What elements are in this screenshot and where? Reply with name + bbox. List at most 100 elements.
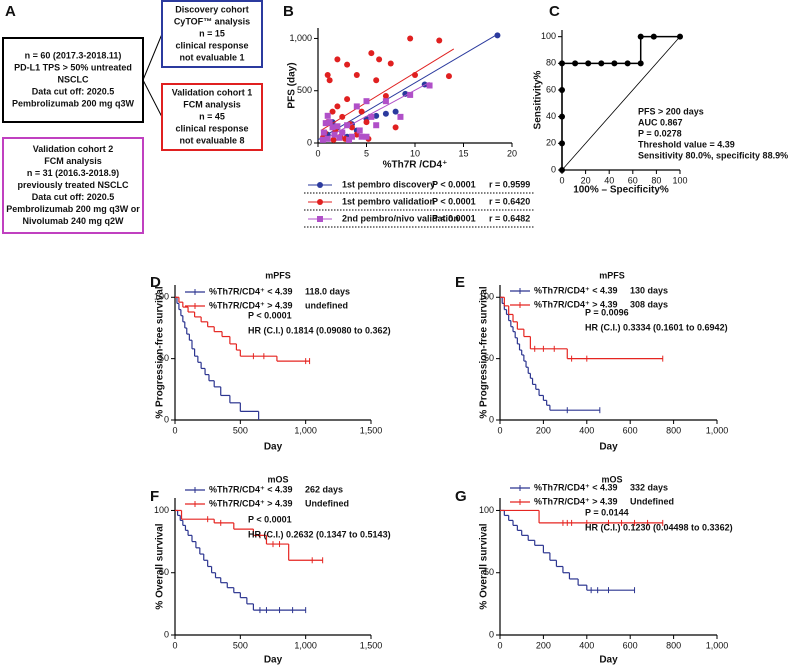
point [426,82,433,89]
cohort-box [2,137,144,234]
cohort-text: FCM analysis [44,156,102,166]
point [334,123,341,130]
point [353,72,360,79]
point [348,133,355,140]
point [373,77,380,84]
y-tick-label: 60 [546,84,556,94]
x-tick-label: 0 [315,148,320,158]
cohort-text: CyTOF™ analysis [174,16,250,26]
y-tick-label: 0 [164,629,169,639]
roc-point [637,33,644,40]
legend-median: 308 days [630,299,668,309]
y-tick-label: 100 [154,292,169,302]
point [407,35,414,42]
x-tick-label: 20 [507,148,517,158]
point [320,129,327,136]
y-tick-label: 50 [159,567,169,577]
point [344,96,351,103]
legend-median: undefined [305,300,348,310]
point [329,108,336,115]
connector [142,33,163,81]
x-axis-label: %Th7R /CD4⁺ [383,160,448,171]
y-tick-label: 1,000 [289,33,312,43]
cohort-text: Data cut off: 2020.5 [32,192,115,202]
roc-point [624,60,631,67]
point [330,136,337,143]
annotation: P = 0.0096 [585,307,629,317]
point [407,91,414,98]
y-tick-label: 0 [551,164,556,174]
point [494,32,501,39]
point [339,113,346,120]
legend-r: r = 0.9599 [489,179,530,189]
legend-label: %Th7R/CD4⁺ > 4.39 [534,496,618,506]
cohort-text: Discovery cohort [175,4,249,14]
x-tick-label: 1,000 [294,425,317,435]
x-tick-label: 20 [581,175,591,185]
point [334,56,341,63]
x-tick-label: 1,000 [706,640,729,650]
point [382,98,389,105]
annotation: Threshold value = 4.39 [638,139,735,149]
cohort-text: n = 45 [199,111,225,121]
x-tick-label: 1,000 [706,425,729,435]
chart-title: mOS [601,474,622,484]
legend-marker [317,182,323,188]
y-tick-label: 0 [489,414,494,424]
annotation: Sensitivity 80.0%, specificity 88.9% [638,150,788,160]
roc-point [598,60,605,67]
point [326,119,333,126]
x-axis-label: Day [599,442,618,453]
cohort-text: Nivolumab 240 mg q2W [22,216,124,226]
x-tick-label: 40 [604,175,614,185]
annotation: P = 0.0144 [585,507,629,517]
annotation: P = 0.0278 [638,128,682,138]
cohort-text: previously treated NSCLC [17,180,129,190]
cohort-text: Pembrolizumab 200 mg q3W or [6,204,140,214]
y-axis-label: Sensitivity% [533,70,544,129]
point [376,56,383,63]
reference-line [561,36,681,171]
cohort-text: Data cut off: 2020.5 [32,86,115,96]
cohort-text: Validation cohort 1 [172,87,253,97]
x-tick-label: 0 [559,175,564,185]
point [339,129,346,136]
x-tick-label: 800 [666,425,681,435]
x-tick-label: 600 [623,640,638,650]
chart-title: mPFS [265,270,291,280]
legend-label: %Th7R/CD4⁺ > 4.39 [209,300,293,310]
annotation: PFS > 200 days [638,106,704,116]
legend-p: P < 0.0001 [432,196,476,206]
roc-point [611,60,618,67]
cohort-text: clinical response [175,123,248,133]
x-tick-label: 200 [536,640,551,650]
point [412,72,418,79]
point [348,124,355,131]
point [344,122,351,129]
legend-label: 1st pembro validation [342,196,435,206]
roc-point [559,140,565,147]
legend-label: 2nd pembro/nivo validation [342,213,459,223]
point [368,50,375,57]
x-tick-label: 600 [623,425,638,435]
annotation: P < 0.0001 [248,310,292,320]
annotation: HR (C.I.) 0.1814 (0.09080 to 0.362) [248,325,391,335]
y-tick-label: 100 [154,505,169,515]
point [397,113,404,120]
legend-label: %Th7R/CD4⁺ < 4.39 [209,484,293,494]
point [336,134,343,141]
y-tick-label: 20 [546,138,556,148]
y-tick-label: 50 [484,353,494,363]
point [326,77,333,84]
point [358,133,365,140]
y-axis-label: % Overall survival [155,523,166,609]
roc-point [650,33,657,40]
point [373,122,380,129]
cohort-text: not evaluable 8 [179,135,244,145]
x-tick-label: 200 [536,425,551,435]
point [358,108,365,115]
annotation: P < 0.0001 [248,514,292,524]
point [387,60,394,67]
connector [142,79,163,118]
x-tick-label: 80 [651,175,661,185]
